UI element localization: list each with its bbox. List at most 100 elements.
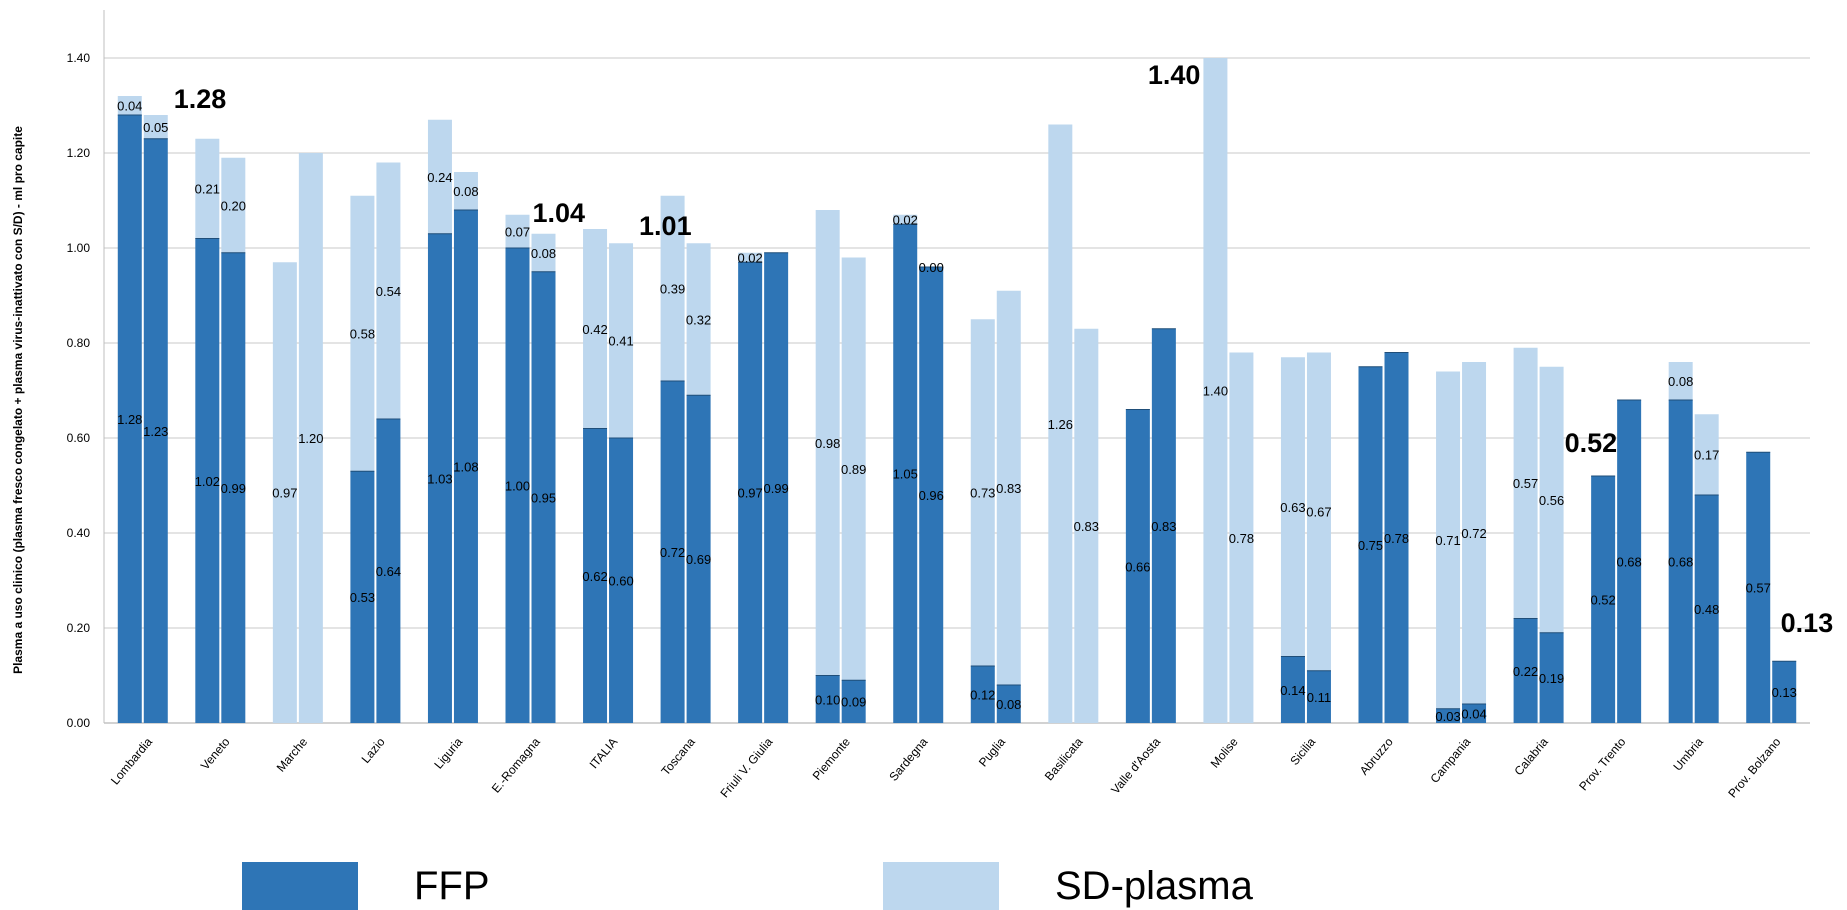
ffp-data-label: 0.75 (1358, 538, 1383, 553)
x-tick-label: ITALIA (587, 735, 621, 771)
sd-data-label: 0.71 (1435, 533, 1460, 548)
ffp-data-label: 0.72 (660, 545, 685, 560)
total-annotation: 0.13 (1781, 608, 1834, 638)
ffp-data-label: 0.83 (1151, 519, 1176, 534)
ffp-data-label: 0.66 (1125, 559, 1150, 574)
x-tick-label: Calabria (1511, 735, 1551, 778)
sd-data-label: 1.26 (1048, 417, 1073, 432)
sd-data-label: 0.04 (117, 99, 142, 114)
x-tick-label: Piemonte (810, 735, 854, 783)
y-axis-title: Plasma a uso clinico (plasma fresco cong… (11, 126, 25, 674)
sd-data-label: 1.40 (1203, 384, 1228, 399)
ffp-data-label: 0.97 (737, 486, 762, 501)
sd-data-label: 0.08 (1668, 374, 1693, 389)
ffp-data-label: 1.08 (453, 460, 478, 475)
x-tick-label: Basilicata (1042, 735, 1086, 784)
x-tick-label: Prov. Bolzano (1725, 735, 1783, 801)
ffp-data-label: 0.13 (1772, 685, 1797, 700)
total-annotation: 1.04 (532, 198, 585, 228)
sd-data-label: 0.42 (582, 322, 607, 337)
total-annotation: 1.28 (174, 84, 227, 114)
ffp-data-label: 0.99 (221, 481, 246, 496)
ffp-data-label: 0.09 (841, 695, 866, 710)
ffp-data-label: 0.52 (1590, 593, 1615, 608)
sd-data-label: 0.83 (1074, 519, 1099, 534)
ffp-data-label: 0.69 (686, 552, 711, 567)
x-tick-label: E.-Romagna (489, 735, 543, 796)
ffp-data-label: 0.08 (996, 697, 1021, 712)
legend-sd-plasma-label: SD-plasma (1055, 864, 1253, 909)
x-tick-label: Prov. Trento (1576, 735, 1628, 794)
sd-data-label: 0.72 (1461, 526, 1486, 541)
x-tick-label: Sardegna (886, 735, 930, 784)
x-tick-label: Molise (1208, 735, 1241, 771)
ffp-data-label: 0.64 (376, 564, 401, 579)
x-tick-label: Abruzzo (1357, 735, 1396, 778)
sd-data-label: 0.05 (143, 120, 168, 135)
y-tick-label: 1.40 (67, 51, 91, 65)
bars (118, 58, 1796, 723)
sd-data-label: 0.58 (350, 327, 375, 342)
sd-data-label: 0.00 (919, 260, 944, 275)
ffp-data-label: 0.78 (1384, 531, 1409, 546)
x-tick-label: Toscana (658, 735, 698, 778)
ffp-data-label: 0.04 (1461, 707, 1486, 722)
ffp-data-label: 1.00 (505, 479, 530, 494)
x-tick-label: Veneto (198, 735, 233, 773)
legend-ffp-swatch (242, 862, 358, 910)
y-axis: 0.00 0.20 0.40 0.60 0.80 1.00 1.20 1.40 (67, 10, 104, 730)
legend-sd-plasma: SD-plasma (883, 862, 1253, 910)
total-annotation: 0.52 (1565, 428, 1618, 458)
ffp-data-label: 0.19 (1539, 671, 1564, 686)
ffp-data-label: 0.12 (970, 688, 995, 703)
ffp-data-label: 0.96 (919, 488, 944, 503)
ffp-data-label: 1.23 (143, 424, 168, 439)
legend-ffp: FFP (242, 862, 490, 910)
ffp-data-label: 0.53 (350, 590, 375, 605)
y-tick-label: 0.40 (67, 526, 91, 540)
stacked-bar-chart: 0.00 0.20 0.40 0.60 0.80 1.00 1.20 1.40 1.28 0.0… (0, 0, 1847, 860)
x-tick-label: Puglia (976, 735, 1008, 770)
sd-data-label: 0.32 (686, 312, 711, 327)
sd-data-label: 0.24 (427, 170, 452, 185)
sd-data-label: 0.07 (505, 224, 530, 239)
sd-data-label: 0.78 (1229, 531, 1254, 546)
sd-data-label: 0.08 (453, 184, 478, 199)
sd-data-label: 0.83 (996, 481, 1021, 496)
y-tick-label: 1.20 (67, 146, 91, 160)
legend-ffp-label: FFP (414, 864, 490, 909)
x-tick-label: Marche (274, 735, 311, 775)
x-tick-label: Lazio (359, 735, 388, 766)
ffp-data-label: 0.11 (1307, 690, 1331, 705)
ffp-data-label: 1.05 (893, 467, 918, 482)
y-tick-label: 0.60 (67, 431, 91, 445)
sd-data-label: 0.67 (1306, 505, 1331, 520)
sd-data-label: 0.89 (841, 462, 866, 477)
y-tick-label: 0.20 (67, 621, 91, 635)
sd-data-label: 0.02 (737, 251, 762, 266)
x-tick-label: Umbria (1670, 735, 1706, 774)
y-tick-label: 0.00 (67, 716, 91, 730)
sd-data-label: 0.54 (376, 284, 401, 299)
ffp-data-label: 1.02 (195, 474, 220, 489)
x-axis: Lombardia Veneto Marche Lazio Liguria E.-Roma… (108, 735, 1784, 801)
x-tick-label: Liguria (431, 735, 465, 772)
sd-data-label: 0.17 (1694, 448, 1719, 463)
sd-data-label: 0.21 (195, 182, 220, 197)
ffp-data-label: 0.95 (531, 490, 556, 505)
ffp-data-label: 0.03 (1435, 709, 1460, 724)
x-tick-label: Sicilia (1287, 735, 1318, 768)
x-tick-label: Friuli V. Giulia (717, 735, 775, 801)
sd-data-label: 0.39 (660, 281, 685, 296)
ffp-data-label: 0.22 (1513, 664, 1538, 679)
legend-sd-plasma-swatch (883, 862, 999, 910)
x-tick-label: Valle d'Aosta (1108, 735, 1163, 797)
sd-data-label: 1.20 (298, 431, 323, 446)
ffp-data-label: 0.62 (582, 569, 607, 584)
sd-data-label: 0.63 (1280, 500, 1305, 515)
ffp-data-label: 0.57 (1746, 581, 1771, 596)
x-tick-label: Campania (1427, 735, 1473, 786)
ffp-data-label: 0.60 (608, 574, 633, 589)
ffp-data-label: 0.14 (1280, 683, 1305, 698)
sd-data-label: 0.57 (1513, 476, 1538, 491)
